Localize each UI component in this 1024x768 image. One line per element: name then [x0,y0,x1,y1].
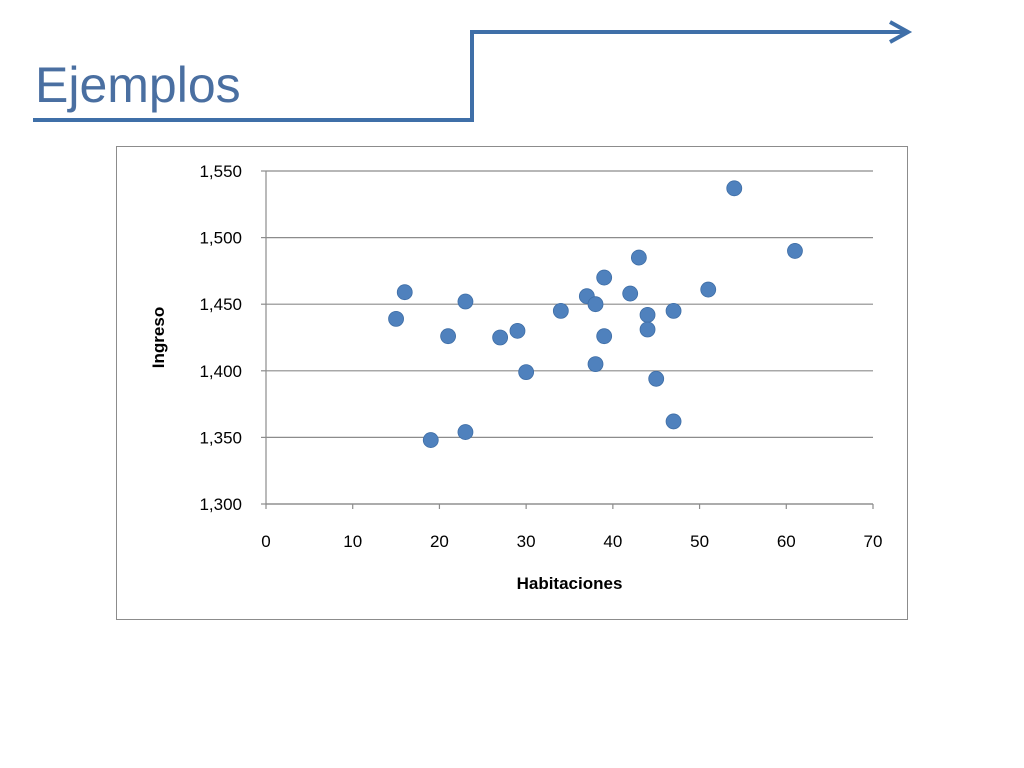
x-tick-label: 50 [690,532,709,551]
data-point [440,328,457,345]
grid-lines [266,170,873,505]
y-tick-label: 1,500 [199,229,242,248]
x-tick-label: 60 [777,532,796,551]
y-tick-label: 1,450 [199,295,242,314]
data-points [388,180,803,448]
chart-axes [261,170,874,509]
data-point [726,180,743,197]
y-tick-label: 1,350 [199,428,242,447]
data-point [639,321,656,338]
data-point [587,296,604,313]
data-point [422,432,439,448]
data-point [665,302,682,319]
tick-labels: 1,300 1,350 1,400 1,450 1,500 1,550 0 10 20 30 40 5… [199,162,882,551]
x-tick-label: 0 [261,532,270,551]
data-point [648,370,665,387]
x-tick-label: 40 [603,532,622,551]
data-point [665,413,682,430]
data-point [596,328,613,345]
data-point [457,293,474,310]
scatter-chart: 1,300 1,350 1,400 1,450 1,500 1,550 0 10 20 30 40 5… [149,162,882,593]
data-point [552,302,569,319]
data-point [388,310,404,327]
y-tick-label: 1,400 [199,362,242,381]
x-tick-label: 30 [517,532,536,551]
data-point [639,306,656,323]
data-point [518,364,535,381]
x-tick-label: 70 [864,532,883,551]
data-point [787,243,803,259]
data-point [457,424,474,440]
y-tick-label: 1,550 [199,162,242,181]
x-tick-label: 20 [430,532,449,551]
y-tick-label: 1,300 [199,495,242,514]
data-point [630,249,647,266]
data-point [596,269,613,286]
chart-frame: 1,300 1,350 1,400 1,450 1,500 1,550 0 10 20 30 40 5… [116,146,908,620]
data-point [492,329,509,346]
data-point [587,356,604,373]
data-point [509,322,526,339]
data-point [622,285,639,302]
x-axis-title: Habitaciones [517,574,623,593]
data-point [396,284,413,301]
data-point [700,281,717,298]
slide-title: Ejemplos [35,57,241,113]
x-tick-label: 10 [343,532,362,551]
y-axis-title: Ingreso [149,307,168,368]
